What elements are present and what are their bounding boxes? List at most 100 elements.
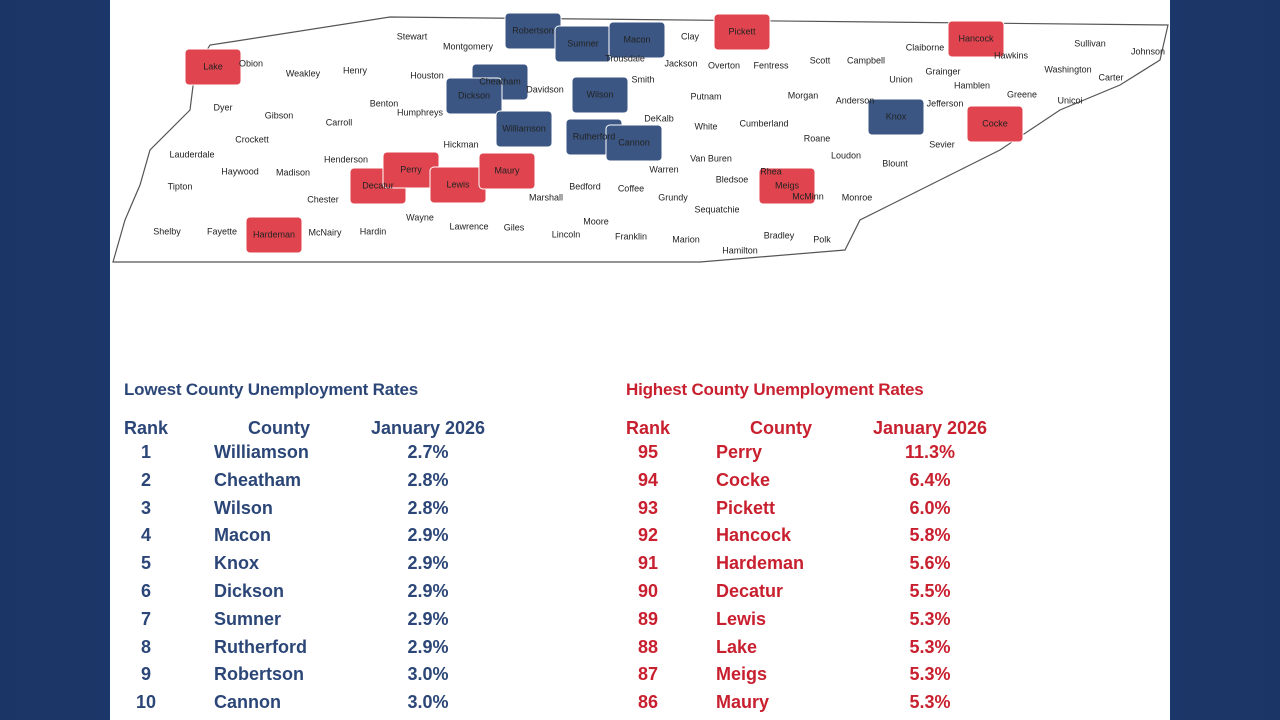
county-label: Haywood <box>221 166 259 176</box>
table-cell: Dickson <box>214 580 285 601</box>
table-cell: Cheatham <box>214 469 302 490</box>
table-cell: Williamson <box>214 442 309 462</box>
table-cell: 3 <box>140 497 151 518</box>
table-cell: Rank <box>626 418 671 438</box>
table-row: 7 Sumner 2.9% <box>124 608 449 637</box>
county-label: Hickman <box>443 139 478 149</box>
table-cell: 4 <box>140 525 151 546</box>
table-cell: Sumner <box>214 608 282 629</box>
table-cell: 5.5% <box>909 580 951 601</box>
table-cell: 92 <box>637 525 659 546</box>
table-row: 3 Wilson 2.8% <box>124 497 449 526</box>
county-highlight <box>605 124 663 162</box>
county-label: Grainger <box>925 66 960 76</box>
county-label: Obion <box>239 58 263 68</box>
table-row: 92 Hancock 5.8% <box>626 525 951 553</box>
table-cell: Decatur <box>716 580 784 601</box>
county-map: Lake Obion Weakley Henry Stewart Montgomery Ro… <box>112 12 1169 263</box>
county-label: Hardin <box>360 226 387 236</box>
table-cell: County <box>248 418 310 438</box>
table-cell: Lake <box>716 636 758 657</box>
county-label: Scott <box>810 55 831 65</box>
county-label: Fentress <box>753 60 789 70</box>
county-label: Morgan <box>788 90 819 100</box>
county-label: Rhea <box>760 166 782 176</box>
table-cell: Wilson <box>214 497 273 518</box>
table-cell: 2.9% <box>407 636 449 657</box>
table-cell: 5 <box>140 553 151 574</box>
county-label: Robertson <box>512 25 554 35</box>
county-highlight <box>245 216 303 254</box>
county-label: Unicoi <box>1057 95 1082 105</box>
county-label: Lewis <box>446 179 470 189</box>
county-label: Sullivan <box>1074 38 1106 48</box>
table-cell: 11.3% <box>904 442 956 462</box>
table-cell: 89 <box>637 608 659 629</box>
table-cell: 2.8% <box>407 497 449 518</box>
table-cell: Perry <box>716 442 763 462</box>
county-label: Humphreys <box>397 107 444 117</box>
table-cell: 2.8% <box>407 469 449 490</box>
county-label: Rutherford <box>573 131 616 141</box>
table-cell: 3.0% <box>407 664 449 685</box>
table-cell: Cocke <box>716 469 771 490</box>
county-label: Coffee <box>618 183 644 193</box>
county-label: Benton <box>370 98 399 108</box>
county-label: Maury <box>494 165 520 175</box>
county-label: Crockett <box>235 134 269 144</box>
county-label: Cocke <box>982 118 1008 128</box>
table-cell: Hancock <box>716 525 792 546</box>
table-cell: 91 <box>637 553 659 574</box>
table-cell: Knox <box>214 553 259 574</box>
county-label: Sequatchie <box>694 204 739 214</box>
table-cell: 88 <box>637 636 659 657</box>
county-label: Van Buren <box>690 153 732 163</box>
table-cell: 5.3% <box>909 636 951 657</box>
table-cell: 90 <box>637 580 659 601</box>
table-cell: 5.3% <box>909 608 951 629</box>
table-header: Rank County January 2026 <box>124 418 485 442</box>
table-cell: 93 <box>637 497 659 518</box>
table-cell: 1 <box>140 442 151 462</box>
county-label: Dyer <box>213 102 232 112</box>
county-label: Monroe <box>842 192 873 202</box>
county-label: Moore <box>583 216 609 226</box>
county-label: Perry <box>400 164 422 174</box>
table-cell: 10 <box>135 692 157 713</box>
county-label: Clay <box>681 31 700 41</box>
county-label: Wayne <box>406 212 434 222</box>
county-label: Montgomery <box>443 41 494 51</box>
county-label: Jackson <box>664 58 697 68</box>
county-label: Meigs <box>775 180 800 190</box>
table-cell: Maury <box>716 692 770 713</box>
county-label: Putnam <box>690 91 721 101</box>
table-cell: 6 <box>140 580 151 601</box>
lowest-table: Lowest County Unemployment Rates Rank Coun… <box>124 380 485 720</box>
table-cell: 2 <box>140 469 151 490</box>
highlights <box>184 12 1024 254</box>
county-label: Greene <box>1007 89 1037 99</box>
table-cell: 2.9% <box>407 553 449 574</box>
county-label: DeKalb <box>644 113 674 123</box>
county-label: Stewart <box>397 31 428 41</box>
county-label: Wilson <box>586 89 613 99</box>
county-label: Pickett <box>728 26 756 36</box>
county-label: Lincoln <box>552 229 581 239</box>
county-label: McNairy <box>309 227 342 237</box>
table-row: 6 Dickson 2.9% <box>124 580 449 609</box>
table-row: 86 Maury 5.3% <box>626 692 951 720</box>
table-cell: Macon <box>214 525 272 546</box>
table-header: Rank County January 2026 <box>626 418 987 442</box>
county-label: Overton <box>708 60 740 70</box>
table-cell: 95 <box>637 442 659 462</box>
county-label: McMinn <box>792 191 824 201</box>
table-row: 93 Pickett 6.0% <box>626 497 951 526</box>
table-row: 10 Cannon 3.0% <box>124 692 449 720</box>
county-highlight <box>608 21 666 59</box>
county-highlight <box>495 110 553 148</box>
county-label: Hamilton <box>722 245 758 255</box>
document: Lake Obion Weakley Henry Stewart Montgomery Ro… <box>110 0 1170 720</box>
table-row: 5 Knox 2.9% <box>124 553 449 581</box>
table-cell: County <box>750 418 812 438</box>
county-label: Lake <box>203 61 223 71</box>
